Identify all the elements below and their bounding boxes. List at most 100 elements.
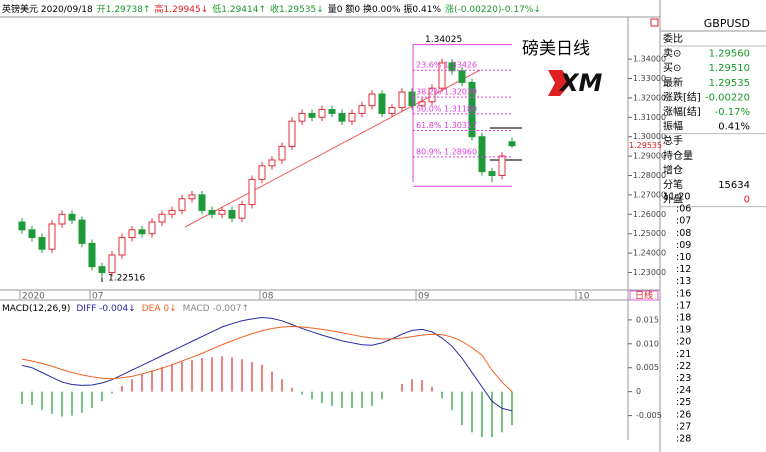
candle-body (238, 204, 246, 219)
candle-body (408, 91, 416, 107)
candle-body (318, 109, 326, 118)
symbol: GBPUSD (704, 17, 750, 30)
candle-body (178, 198, 186, 211)
logo-mark (548, 70, 572, 96)
top-bar-item: 涨(-0.00220)-0.17%↓ (445, 4, 541, 15)
row-label: 涨幅[结] (663, 105, 701, 118)
candle-body (368, 93, 376, 107)
y-tick-label: -0.005 (636, 411, 662, 420)
time: :23 (676, 373, 691, 384)
macd-line (21, 326, 513, 393)
time: :22 (676, 361, 691, 372)
candle-body (248, 178, 256, 206)
candle-body (58, 213, 66, 225)
high-marker: 1.34025 (425, 35, 462, 45)
overlay-title: 磅美日线 (522, 39, 590, 59)
period-tab[interactable]: 日线 (635, 290, 653, 302)
low-marker: 1.22516 (108, 273, 145, 283)
y-tick-label: 1.29000 (633, 152, 666, 161)
candle-body (218, 209, 226, 215)
row-value: 1.29510 (709, 63, 750, 74)
y-tick-label: 1.32000 (633, 93, 666, 102)
row-label: 振幅 (663, 120, 683, 133)
candle-body (348, 112, 356, 122)
y-tick-label: 0.010 (636, 339, 659, 348)
time: :06 (676, 204, 691, 215)
row-label: 买⊙ (663, 62, 681, 74)
time: :17 (676, 300, 691, 311)
time: :27 (676, 421, 691, 432)
time: :24 (676, 385, 691, 396)
candle-body (498, 155, 506, 176)
candle-body (68, 213, 76, 221)
candle-body (38, 237, 46, 250)
top-bar-item: 低1.29414↑ (212, 3, 266, 15)
candle-body (378, 93, 386, 114)
y-tick-label: 1.33000 (633, 74, 666, 83)
y-tick-label: 1.24000 (633, 249, 666, 258)
candle-body (448, 62, 456, 72)
row-value: 1.29535 (709, 78, 750, 89)
candle-body (438, 62, 446, 89)
candle-body (78, 219, 86, 244)
fib-price: 1.33426 (444, 61, 477, 70)
top-bar-item: 收1.29535↓ (270, 3, 324, 15)
fib-pct: 61.8% (416, 121, 442, 130)
y-tick-label: 1.34000 (633, 55, 666, 64)
candle-body (138, 229, 146, 235)
row-label: 卖⊙ (663, 48, 681, 60)
date-label: 10 (578, 292, 590, 302)
logo: XM (558, 69, 603, 97)
candle-body (148, 221, 156, 235)
fib-pct: 23.6% (416, 61, 442, 70)
candle-body (468, 81, 476, 138)
fib-price: 1.32039 (444, 88, 477, 97)
row-label: 增仓 (663, 163, 683, 176)
time: :26 (676, 409, 691, 420)
row-value: 15634 (718, 180, 750, 191)
top-bar-item: 英镑美元 2020/09/18 (2, 3, 93, 15)
candle-body (488, 171, 496, 176)
row-value: 1.29560 (709, 49, 750, 60)
candle-body (158, 213, 166, 223)
last-price: 1.29535 (629, 141, 662, 150)
candle-body (358, 105, 366, 114)
candle-body (478, 136, 486, 173)
candle-body (198, 194, 206, 211)
time: :21 (676, 349, 691, 360)
row-label: 分笔 (663, 178, 683, 191)
y-tick-label: 0.015 (636, 315, 659, 324)
top-bar-item: 开1.29738↑ (97, 4, 151, 15)
time: :25 (676, 397, 691, 408)
candle-body (508, 141, 516, 147)
fib-pct: 38.2% (416, 88, 442, 97)
time: :19 (676, 325, 691, 336)
legend-entry: DIFF -0.004↓ (76, 304, 135, 314)
time: :10 (676, 252, 691, 263)
fib-price: 1.30317 (444, 121, 477, 130)
window-icon[interactable] (650, 18, 659, 27)
candle-body (88, 242, 96, 268)
y-tick-label: 0 (636, 387, 641, 396)
candle-body (398, 91, 406, 109)
macd-header: MACD(12,26,9) DIFF -0.004↓ DEA 0↓ MACD -0.0… (2, 304, 249, 314)
y-tick-label: 1.26000 (633, 210, 666, 219)
time: :28 (676, 434, 691, 445)
row-label: 涨跌[结] (663, 90, 701, 103)
candle-body (268, 159, 276, 167)
time: :09 (676, 240, 691, 251)
time: :20 (676, 337, 691, 348)
y-tick-label: 0.005 (636, 363, 659, 372)
y-tick-label: 1.27000 (633, 190, 666, 199)
candle-body (388, 107, 396, 114)
candle-body (118, 237, 126, 256)
period-tab-box[interactable] (629, 290, 659, 301)
y-tick-label: 1.23000 (633, 268, 666, 277)
candle-body (228, 209, 236, 219)
date-label: 09 (418, 292, 430, 302)
y-tick-label: 1.28000 (633, 171, 666, 180)
time: :08 (676, 228, 691, 239)
fib-price: 1.28960 (444, 147, 477, 156)
